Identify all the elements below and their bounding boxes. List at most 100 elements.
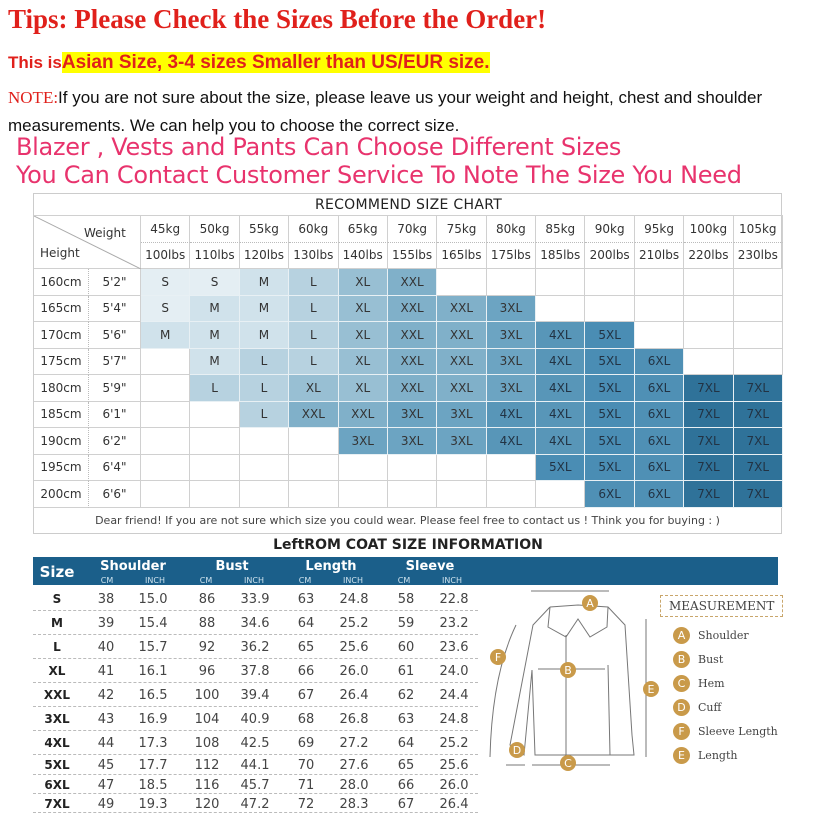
pink-line-2: You Can Contact Customer Service To Note… <box>16 161 742 189</box>
size-cell: L <box>289 295 339 322</box>
legend-label: Shoulder <box>698 629 749 642</box>
measurement-value: 15.7 <box>138 640 168 655</box>
size-cell: 4XL <box>486 401 537 428</box>
measurement-value: 26.0 <box>439 777 469 793</box>
badge-f-icon: F <box>673 723 690 740</box>
size-cell <box>684 348 734 375</box>
badge-c-icon: C <box>673 675 690 692</box>
measurement-value: 96 <box>198 664 216 679</box>
size-cell: XL <box>338 375 388 402</box>
size-cell <box>190 428 240 455</box>
size-cell: 4XL <box>536 375 586 402</box>
coat-row <box>33 755 478 775</box>
legend-label: Sleeve Length <box>698 725 778 738</box>
measurement-value: 69 <box>297 736 315 751</box>
measurement-value: 40.9 <box>240 712 270 727</box>
measurement-value: 66 <box>297 664 315 679</box>
group-header-shoulder: Shoulder <box>100 559 166 574</box>
size-cell: 5XL <box>585 348 635 375</box>
unit-inch: INCH <box>145 576 165 585</box>
measurement-value: 24.8 <box>339 592 369 607</box>
badge-b-icon: B <box>673 651 690 668</box>
size-cell <box>536 481 586 508</box>
weight-lbs-header: 175lbs <box>486 242 537 269</box>
size-cell: 5XL <box>585 428 635 455</box>
svg-text:F: F <box>495 651 501 664</box>
size-cell: XXL <box>289 401 339 428</box>
measurement-value: 68 <box>297 712 315 727</box>
measurement-value: 39.4 <box>240 688 270 703</box>
measurement-value: 70 <box>297 758 315 773</box>
size-cell: L <box>289 269 339 296</box>
weight-lbs-header: 200lbs <box>585 242 635 269</box>
measurement-value: 34.6 <box>240 616 270 631</box>
coat-title: LeftROM COAT SIZE INFORMATION <box>273 537 543 553</box>
size-label: 5XL <box>44 758 70 772</box>
size-cell <box>486 454 537 481</box>
badge-a-icon: A <box>673 627 690 644</box>
size-cell: 3XL <box>387 401 438 428</box>
size-cell: XL <box>338 348 388 375</box>
measurement-value: 25.2 <box>439 736 469 751</box>
size-label: S <box>52 592 62 606</box>
size-cell <box>387 454 438 481</box>
size-cell: XXL <box>437 375 487 402</box>
size-cell: 6XL <box>634 481 685 508</box>
size-cell <box>684 295 734 322</box>
size-cell <box>289 454 339 481</box>
measurement-title: MEASUREMENT <box>660 595 784 617</box>
height-cm: 200cm <box>34 481 89 508</box>
unit-cm: CM <box>100 576 114 585</box>
size-cell <box>239 481 290 508</box>
size-cell <box>141 454 191 481</box>
measurement-value: 44 <box>97 736 115 751</box>
size-cell: 3XL <box>387 428 438 455</box>
size-cell: 6XL <box>634 375 685 402</box>
size-label: 3XL <box>44 712 70 726</box>
size-cell: 7XL <box>733 401 783 428</box>
height-ft: 5'2" <box>89 269 141 296</box>
badge-d-icon: D <box>673 699 690 716</box>
measurement-value: 26.0 <box>339 664 369 679</box>
height-cm: 175cm <box>34 348 89 375</box>
size-cell: 4XL <box>486 428 537 455</box>
measurement-value: 18.5 <box>138 777 168 793</box>
asian-prefix: This is <box>8 53 62 72</box>
size-cell <box>437 269 487 296</box>
size-cell: XXL <box>437 348 487 375</box>
measurement-value: 39 <box>97 616 115 631</box>
diagram-badges: A B C D E F <box>490 595 659 771</box>
measurement-value: 15.4 <box>138 616 168 631</box>
size-label: 7XL <box>44 796 70 811</box>
size-cell: XXL <box>387 348 438 375</box>
size-cell: 6XL <box>634 428 685 455</box>
size-cell: M <box>239 269 290 296</box>
size-cell: 4XL <box>536 322 586 349</box>
coat-row <box>33 707 478 731</box>
measurement-value: 42.5 <box>240 736 270 751</box>
weight-lbs-header: 155lbs <box>387 242 438 269</box>
unit-inch: INCH <box>244 576 264 585</box>
size-cell: XXL <box>437 322 487 349</box>
measurement-value: 116 <box>194 777 220 793</box>
weight-kg-header: 60kg <box>289 216 339 243</box>
measurement-value: 92 <box>198 640 216 655</box>
recommend-size-chart: RECOMMEND SIZE CHART Weight Height 45kg 100… <box>33 193 783 534</box>
size-label: M <box>51 616 63 630</box>
measurement-value: 61 <box>397 664 415 679</box>
shirt-diagram: A B C D E F <box>489 590 659 771</box>
svg-text:B: B <box>564 664 572 677</box>
measurement-value: 72 <box>297 796 315 812</box>
unit-inch: INCH <box>343 576 363 585</box>
size-cell: XXL <box>387 295 438 322</box>
size-cell <box>338 454 388 481</box>
size-cell: 3XL <box>437 428 487 455</box>
size-cell <box>190 401 240 428</box>
svg-text:E: E <box>648 683 655 696</box>
measurement-value: 26.8 <box>339 712 369 727</box>
size-cell <box>190 454 240 481</box>
height-ft: 5'6" <box>89 322 141 349</box>
weight-lbs-header: 110lbs <box>190 242 240 269</box>
measurement-value: 17.7 <box>138 758 168 773</box>
coat-row <box>33 683 478 707</box>
